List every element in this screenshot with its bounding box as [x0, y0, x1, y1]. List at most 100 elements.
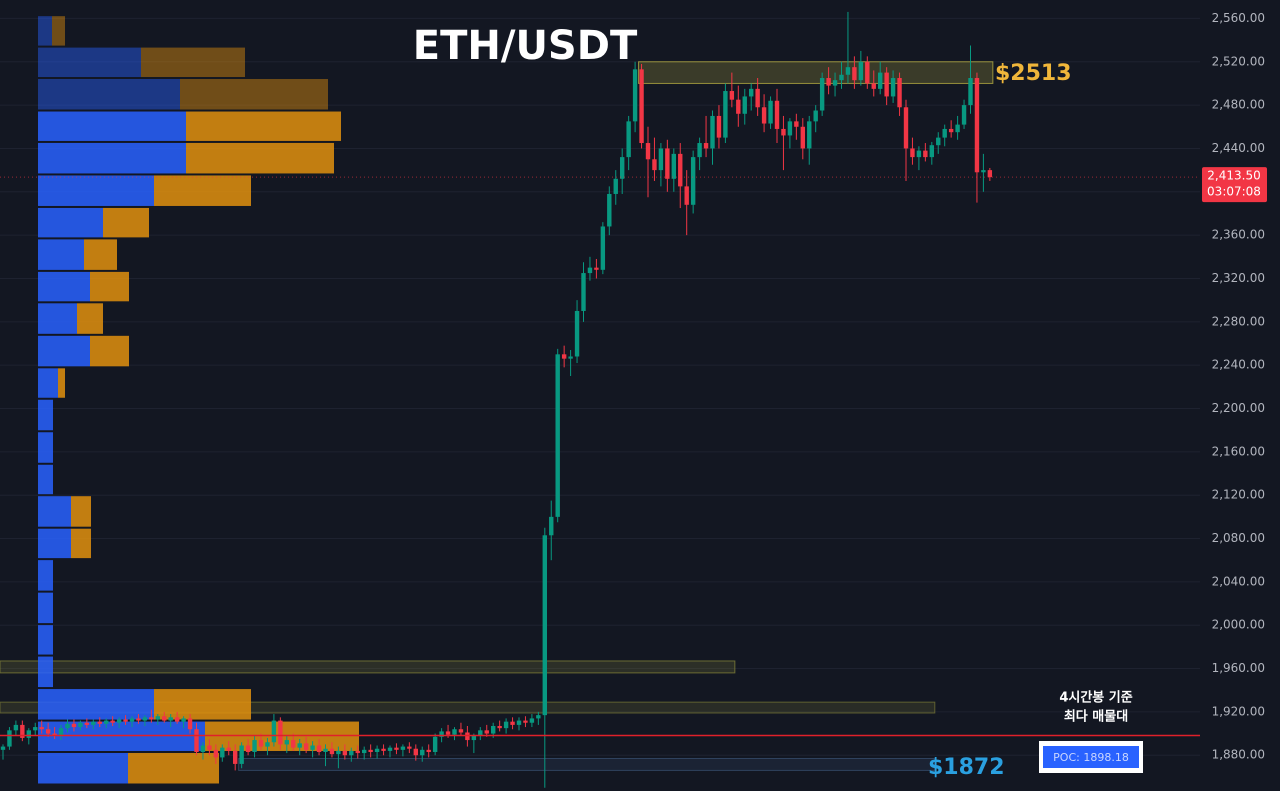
candle-body [845, 67, 851, 75]
candle-body [749, 88, 754, 97]
profile-buy-bar [38, 560, 53, 591]
price-annotation-low: $1872 [928, 755, 1005, 780]
candle-body [549, 516, 554, 536]
candle-body [271, 720, 277, 743]
volume-profile [38, 16, 359, 784]
candle-body [826, 78, 831, 86]
y-tick-label: 2,440.00 [1212, 141, 1265, 155]
candle-body [658, 148, 664, 171]
profile-sell-bar [90, 335, 129, 367]
candle-body [245, 745, 251, 752]
candle-body [400, 746, 406, 750]
candle-body [303, 743, 309, 750]
profile-buy-bar [38, 142, 186, 174]
candle-body [832, 80, 838, 86]
y-tick-label: 2,480.00 [1212, 98, 1265, 112]
candle-body [742, 96, 747, 114]
candle-body [65, 723, 70, 729]
candle-body [323, 748, 328, 752]
countdown: 03:07:08 [1207, 185, 1261, 199]
y-tick-label: 2,160.00 [1212, 444, 1265, 458]
profile-sell-bar [154, 689, 251, 720]
candle-body [174, 717, 180, 722]
candle-body [697, 143, 702, 158]
profile-sell-bar [71, 496, 91, 527]
candle-body [510, 721, 515, 725]
candle-body [852, 67, 857, 81]
profile-buy-bar [38, 175, 154, 206]
candle-body [104, 720, 109, 724]
candle-body [445, 731, 451, 735]
candle-body [961, 105, 967, 125]
candle-body [471, 735, 477, 741]
candle-body [561, 354, 567, 359]
candle-body [58, 728, 64, 736]
candle-body [252, 740, 257, 752]
candle-body [13, 724, 19, 731]
y-tick-label: 2,360.00 [1212, 228, 1265, 242]
price-zone [0, 701, 936, 714]
profile-sell-bar [58, 368, 65, 398]
candle-body [129, 718, 135, 722]
candle-body [600, 226, 606, 270]
candle-body [781, 128, 786, 136]
profile-buy-bar [38, 368, 58, 398]
last-price-box [1202, 167, 1267, 203]
candle-body [123, 719, 128, 722]
profile-sell-bar [180, 79, 328, 110]
candle-body [665, 148, 670, 179]
candle-body [710, 115, 715, 149]
candle-body [0, 746, 6, 750]
y-tick-label: 2,000.00 [1212, 618, 1265, 632]
profile-buy-bar [38, 207, 103, 238]
candle-body [948, 128, 954, 133]
candle-body [45, 729, 51, 734]
candle-body [910, 148, 915, 158]
candle-body [349, 750, 354, 756]
last-price-label: 2,413.50 [1207, 169, 1260, 183]
profile-buy-bar [38, 271, 90, 302]
candle-body [813, 110, 818, 122]
candle-body [568, 356, 573, 359]
candle-body [91, 721, 96, 725]
profile-buy-bar [38, 528, 71, 559]
candle-body [903, 107, 909, 149]
candle-body [523, 720, 528, 723]
candle-body [381, 748, 386, 751]
candle-body [20, 724, 25, 738]
candle-body [78, 722, 83, 728]
candle-body [865, 61, 870, 84]
price-zone [638, 61, 994, 84]
candle-body [162, 716, 167, 721]
candle-body [342, 750, 348, 756]
zones [0, 61, 994, 771]
candle-body [329, 748, 335, 755]
candle-body [239, 745, 244, 764]
candle-body [652, 159, 657, 171]
candles [0, 11, 993, 788]
candle-body [987, 170, 993, 178]
candle-body [7, 730, 12, 747]
profile-buy-bar [38, 432, 53, 463]
candle-body [729, 91, 735, 100]
candle-body [149, 717, 154, 720]
y-tick-label: 2,320.00 [1212, 271, 1265, 285]
profile-sell-bar [77, 303, 103, 334]
candle-body [819, 78, 825, 111]
candle-body [258, 740, 264, 747]
y-tick-label: 2,240.00 [1212, 358, 1265, 372]
candle-body [220, 747, 225, 758]
candle-body [787, 121, 793, 136]
candle-body [213, 749, 219, 758]
candle-body [690, 157, 696, 205]
candle-body [181, 718, 186, 722]
candle-body [684, 186, 689, 205]
candle-body [678, 153, 683, 187]
candle-body [265, 742, 270, 747]
profile-buy-bar [38, 752, 128, 784]
y-tick-label: 2,120.00 [1212, 488, 1265, 502]
profile-buy-bar [38, 496, 71, 527]
candle-body [755, 88, 760, 108]
candle-body [187, 718, 193, 730]
candle-body [420, 749, 425, 756]
